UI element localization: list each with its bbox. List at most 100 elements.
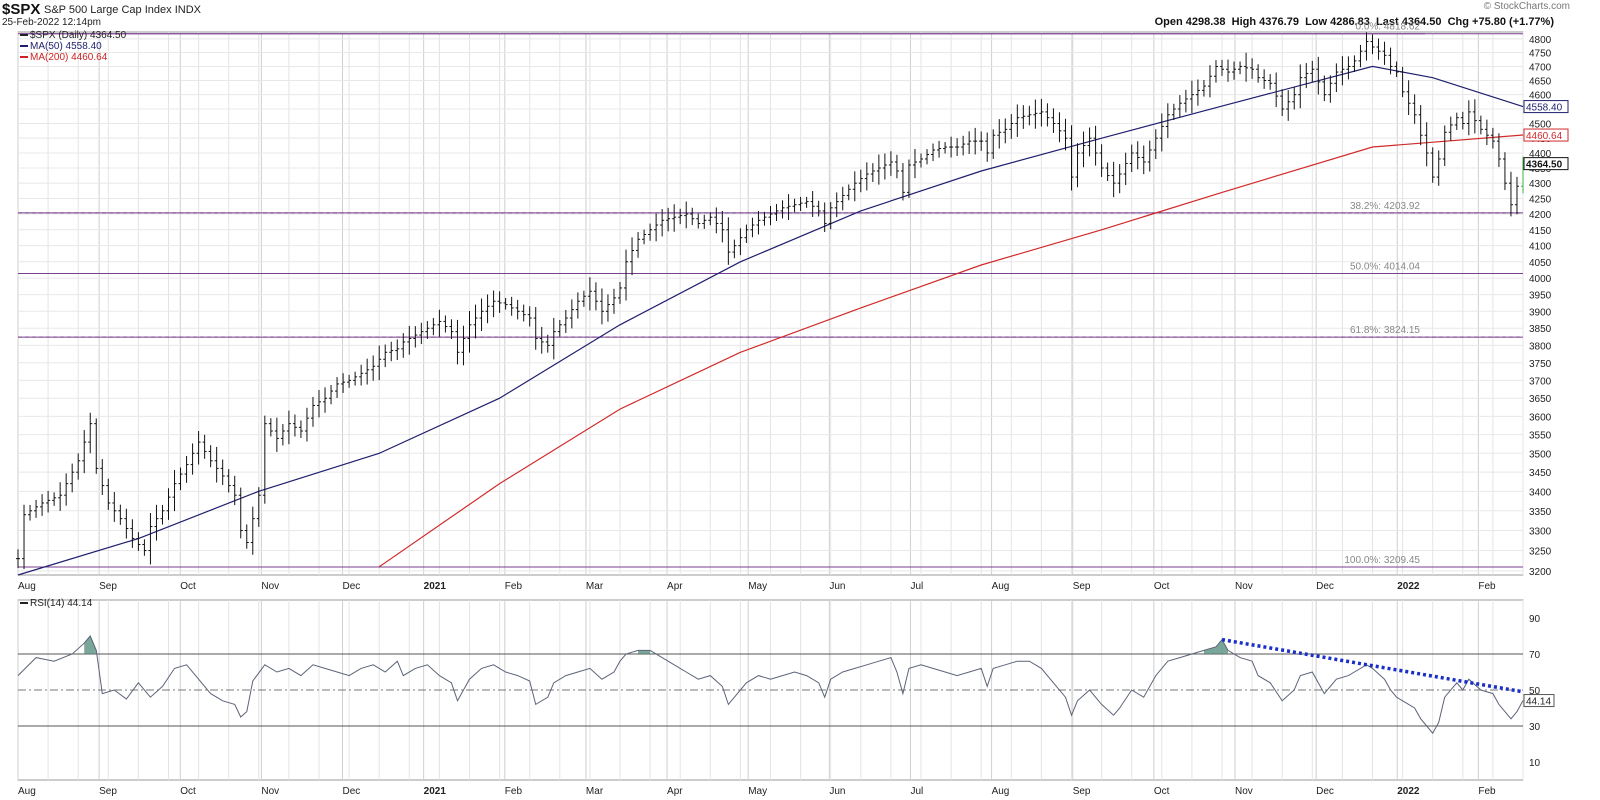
x-tick-label-price: May	[748, 581, 767, 592]
y-tick-label: 4100	[1529, 242, 1552, 253]
y-tick-label: 4600	[1529, 91, 1552, 102]
x-tick-label-price: Nov	[1235, 581, 1253, 592]
last-label: Last	[1376, 16, 1399, 28]
y-tick-label: 3650	[1529, 394, 1552, 405]
y-tick-label: 4300	[1529, 179, 1552, 190]
x-tick-label-rsi: Apr	[667, 786, 683, 797]
index-name: S&P 500 Large Cap Index INDX	[44, 4, 201, 16]
x-tick-label-price: Mar	[586, 581, 604, 592]
y-tick-label: 4000	[1529, 274, 1552, 285]
y-tick-label: 3350	[1529, 507, 1552, 518]
x-tick-label-price: Aug	[992, 581, 1010, 592]
low-value: 4286.83	[1330, 16, 1370, 28]
x-tick-label-rsi: Oct	[180, 786, 196, 797]
rsi-trendline	[1221, 637, 1524, 694]
x-tick-label-rsi: Mar	[586, 786, 604, 797]
x-tick-label-price: Jun	[829, 581, 845, 592]
rsi-y-tick-label: 10	[1529, 758, 1541, 769]
rsi-value-tag-box	[1523, 694, 1555, 708]
low-label: Low	[1305, 16, 1328, 28]
y-tick-label: 4700	[1529, 62, 1552, 73]
x-tick-label-rsi: 2021	[424, 786, 447, 797]
y-tick-label: 4050	[1529, 258, 1552, 269]
y-tick-label: 3200	[1529, 567, 1552, 578]
x-tick-label-price: Aug	[18, 581, 36, 592]
y-tick-label: 4200	[1529, 210, 1552, 221]
ohlc-readout: Open 4298.38 High 4376.79 Low 4286.83 La…	[1155, 16, 1554, 28]
x-tick-label-rsi: Sep	[99, 786, 117, 797]
y-tick-label: 3800	[1529, 341, 1552, 352]
x-tick-label-rsi: Oct	[1154, 786, 1170, 797]
y-tick-label: 3600	[1529, 412, 1552, 423]
value-tag-text: 4558.40	[1526, 103, 1563, 114]
rsi-y-tick-label: 50	[1529, 686, 1541, 697]
x-tick-label-price: Oct	[180, 581, 196, 592]
legend-entry: MA(200) 4460.64	[30, 52, 108, 63]
y-tick-label: 3750	[1529, 359, 1552, 370]
x-tick-label-price: Jul	[910, 581, 923, 592]
y-tick-label: 3250	[1529, 547, 1552, 558]
fib-level-label: 38.2%: 4203.92	[1350, 201, 1420, 212]
chg-label: Chg	[1447, 16, 1469, 28]
x-tick-label-price: 2022	[1397, 581, 1420, 592]
x-tick-label-rsi: Aug	[18, 786, 36, 797]
x-tick-label-price: Feb	[505, 581, 523, 592]
x-tick-label-rsi: Feb	[1478, 786, 1496, 797]
y-tick-label: 4800	[1529, 35, 1552, 46]
x-tick-label-price: Oct	[1154, 581, 1170, 592]
x-tick-label-rsi: Sep	[1073, 786, 1091, 797]
y-tick-label: 3950	[1529, 291, 1552, 302]
x-tick-label-rsi: 2022	[1397, 786, 1420, 797]
fib-level-label: 100.0%: 3209.45	[1344, 555, 1420, 566]
x-tick-label-price: Dec	[343, 581, 361, 592]
x-tick-label-price: Sep	[99, 581, 117, 592]
x-tick-label-rsi: Aug	[992, 786, 1010, 797]
x-tick-label-price: Nov	[261, 581, 279, 592]
rsi-overbought-fill	[638, 650, 651, 654]
rsi-y-tick-label: 90	[1529, 614, 1541, 625]
y-tick-label: 3300	[1529, 527, 1552, 538]
x-tick-label-rsi: Nov	[1235, 786, 1253, 797]
exchange-code: INDX	[174, 4, 201, 16]
ticker-symbol: $SPX	[2, 1, 41, 18]
fib-level-label: 61.8%: 3824.15	[1350, 325, 1420, 336]
y-tick-label: 4250	[1529, 195, 1552, 206]
x-tick-label-price: Feb	[1478, 581, 1496, 592]
y-tick-label: 3900	[1529, 307, 1552, 318]
rsi-legend-entry: RSI(14) 44.14	[30, 598, 93, 609]
y-tick-label: 3550	[1529, 431, 1552, 442]
x-tick-label-rsi: Nov	[261, 786, 279, 797]
timestamp: 25-Feb-2022 12:14pm	[2, 17, 101, 28]
value-tag-box	[1523, 157, 1569, 171]
y-tick-label: 4400	[1529, 149, 1552, 160]
value-tag-text: 4460.64	[1526, 131, 1563, 142]
value-tag-box	[1523, 100, 1569, 114]
x-tick-label-price: Sep	[1073, 581, 1091, 592]
x-tick-label-price: Dec	[1316, 581, 1334, 592]
y-tick-label: 3700	[1529, 376, 1552, 387]
rsi-y-tick-label: 70	[1529, 650, 1541, 661]
y-tick-label: 4150	[1529, 226, 1552, 237]
index-full-name: S&P 500 Large Cap Index	[44, 4, 172, 16]
x-tick-label-rsi: Feb	[505, 786, 523, 797]
x-tick-label-rsi: Dec	[1316, 786, 1334, 797]
x-tick-label-rsi: Jul	[910, 786, 923, 797]
value-tag-text: 4364.50	[1526, 160, 1563, 171]
rsi-line	[17, 635, 1524, 735]
rsi-value-tag-text: 44.14	[1526, 697, 1551, 708]
y-tick-label: 4650	[1529, 76, 1552, 87]
high-value: 4376.79	[1259, 16, 1299, 28]
rsi-y-tick-label: 30	[1529, 722, 1541, 733]
open-value: 4298.38	[1185, 16, 1226, 28]
y-tick-label: 3400	[1529, 487, 1552, 498]
ma200-line	[378, 134, 1524, 568]
y-tick-label: 4750	[1529, 49, 1552, 60]
credit-text[interactable]: © StockCharts.com	[1483, 1, 1570, 12]
fib-level-label: 0.0%: 4818.62	[1356, 22, 1421, 33]
ma50-line	[17, 65, 1524, 576]
x-tick-label-rsi: Jun	[829, 786, 845, 797]
legend-entry: $SPX (Daily) 4364.50	[30, 30, 127, 41]
open-label: Open	[1154, 16, 1183, 28]
x-tick-label-price: 2021	[424, 581, 447, 592]
